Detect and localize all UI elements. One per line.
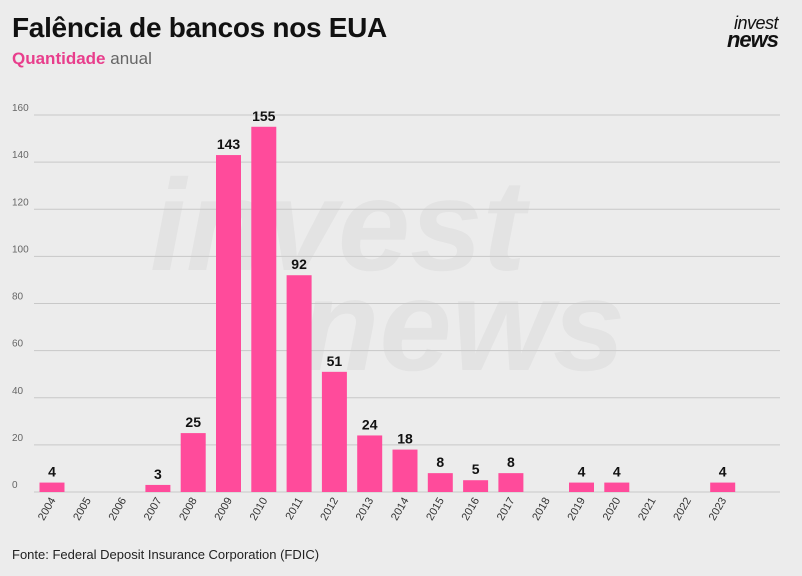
bar xyxy=(357,435,383,492)
data-label: 5 xyxy=(472,461,480,477)
bar xyxy=(569,482,594,492)
x-axis-ticks: 2004 2005 2006 2007 2008 2009 2010 2011 2012 2013… xyxy=(36,496,729,523)
x-tick-label: 2019 xyxy=(565,496,588,523)
x-tick-label: 2022 xyxy=(671,496,694,523)
y-tick-label: 60 xyxy=(12,339,24,350)
y-tick-label: 100 xyxy=(12,244,29,255)
x-tick-label: 2008 xyxy=(177,496,200,523)
y-tick-label: 120 xyxy=(12,197,29,208)
x-tick-label: 2006 xyxy=(107,496,130,523)
data-label: 4 xyxy=(613,464,621,480)
watermark-text: invest xyxy=(150,152,530,298)
y-tick-label: 140 xyxy=(12,150,29,161)
data-label: 143 xyxy=(217,136,241,152)
x-tick-label: 2009 xyxy=(212,496,235,523)
bar xyxy=(145,484,171,492)
watermark-text: news xyxy=(300,252,625,398)
bar xyxy=(710,482,736,492)
data-label: 4 xyxy=(578,464,586,480)
subtitle-rest: anual xyxy=(110,49,152,68)
gridlines xyxy=(34,114,780,493)
y-tick-label: 160 xyxy=(12,103,29,114)
chart-title: Falência de bancos nos EUA xyxy=(12,12,387,43)
x-tick-label: 2007 xyxy=(142,496,165,523)
bar xyxy=(321,371,347,492)
bar xyxy=(39,482,65,492)
bar xyxy=(427,473,453,492)
x-tick-label: 2021 xyxy=(636,496,659,523)
bar xyxy=(463,480,489,492)
x-tick-label: 2012 xyxy=(318,496,341,523)
bar xyxy=(180,433,206,492)
bar xyxy=(216,155,241,492)
bar xyxy=(498,473,524,492)
bar xyxy=(251,126,277,492)
y-tick-label: 80 xyxy=(12,292,24,303)
investnews-logo: invest news xyxy=(726,13,779,53)
data-label: 92 xyxy=(291,256,307,272)
x-tick-label: 2017 xyxy=(495,496,518,523)
data-labels: 4 3 25 143 155 92 51 24 18 8 5 8 4 4 4 xyxy=(48,108,727,482)
x-tick-label: 2011 xyxy=(283,496,305,522)
chart-subtitle: Quantidade anual xyxy=(12,49,152,69)
data-label: 25 xyxy=(185,414,201,430)
data-label: 18 xyxy=(397,431,413,447)
x-tick-label: 2015 xyxy=(424,496,447,523)
data-label: 155 xyxy=(252,108,276,124)
x-tick-label: 2020 xyxy=(601,496,624,523)
x-tick-label: 2016 xyxy=(460,496,483,523)
data-label: 3 xyxy=(154,466,162,482)
x-tick-label: 2004 xyxy=(36,496,59,523)
bar xyxy=(392,449,418,492)
data-label: 4 xyxy=(48,464,56,480)
data-label: 51 xyxy=(327,353,343,369)
data-label: 8 xyxy=(436,454,444,470)
logo-line-2: news xyxy=(726,27,779,53)
x-tick-label: 2013 xyxy=(354,496,377,523)
data-label: 24 xyxy=(362,416,378,432)
source-note: Fonte: Federal Deposit Insurance Corpora… xyxy=(12,547,320,562)
bars xyxy=(39,126,736,492)
x-tick-label: 2018 xyxy=(530,496,553,523)
y-tick-label: 40 xyxy=(12,386,24,397)
y-axis-ticks: 0 20 40 60 80 100 120 140 160 xyxy=(12,103,29,491)
y-tick-label: 0 xyxy=(12,480,18,491)
y-tick-label: 20 xyxy=(12,433,24,444)
x-tick-label: 2005 xyxy=(71,496,94,523)
x-tick-label: 2023 xyxy=(707,496,730,523)
x-tick-label: 2014 xyxy=(389,496,412,523)
x-tick-label: 2010 xyxy=(248,496,271,523)
data-label: 4 xyxy=(719,464,727,480)
logo-line-1: invest xyxy=(733,13,779,33)
data-label: 8 xyxy=(507,454,515,470)
subtitle-highlight: Quantidade xyxy=(12,49,106,68)
bar xyxy=(604,482,630,492)
bar xyxy=(286,275,312,492)
